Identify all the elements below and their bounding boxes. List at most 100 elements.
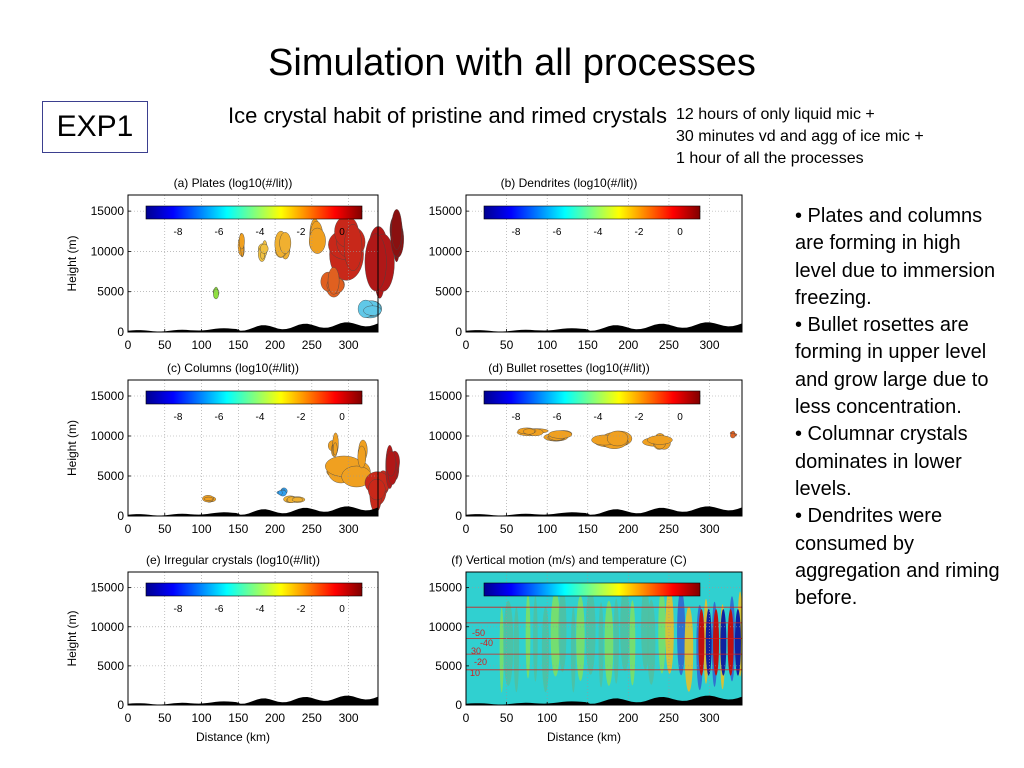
x-axis-label: Distance (km) (547, 730, 621, 744)
motion-streak (533, 596, 538, 682)
x-tick-label: 100 (192, 522, 212, 536)
colorbar-tick: -4 (256, 604, 265, 615)
terrain (128, 506, 378, 516)
x-tick-label: 150 (578, 522, 598, 536)
y-tick-label: 15000 (91, 581, 125, 595)
y-tick-label: 5000 (97, 469, 124, 483)
motion-streak (613, 598, 619, 684)
y-axis-label: Height (m) (65, 420, 79, 476)
x-tick-label: 150 (228, 522, 248, 536)
x-tick-label: 0 (463, 338, 470, 352)
terrain (466, 695, 742, 705)
motion-streak (499, 607, 504, 693)
motion-streak (585, 589, 596, 675)
panel-title: (c) Columns (log10(#/lit)) (167, 361, 299, 375)
concentration-blob (368, 478, 386, 501)
x-tick-label: 50 (158, 522, 172, 536)
x-tick-label: 200 (265, 522, 285, 536)
y-axis-label: Height (m) (65, 610, 79, 666)
x-tick-label: 50 (158, 711, 172, 725)
colorbar-tick: -4 (594, 412, 603, 423)
concentration-blob (332, 442, 338, 456)
x-tick-label: 150 (578, 338, 598, 352)
motion-core (734, 609, 741, 676)
colorbar-tick: -4 (256, 227, 265, 238)
plot-frame (465, 379, 743, 517)
x-axis-label: Distance (km) (196, 730, 270, 744)
colorbar-tick: -6 (215, 412, 224, 423)
motion-streak (665, 588, 674, 674)
plot-frame (127, 194, 379, 333)
concentration-blob (363, 305, 382, 316)
x-tick-label: 200 (618, 338, 638, 352)
x-tick-label: 0 (125, 522, 132, 536)
x-tick-label: 50 (500, 711, 514, 725)
colorbar-tick: 0 (677, 227, 683, 238)
colorbar-tick: -4 (256, 412, 265, 423)
colorbar-tick: -2 (297, 604, 306, 615)
colorbar (483, 582, 701, 597)
y-tick-label: 5000 (435, 469, 462, 483)
x-tick-label: 250 (302, 522, 322, 536)
colorbar (483, 205, 701, 220)
motion-core (727, 609, 734, 676)
y-tick-label: 15000 (429, 204, 463, 218)
colorbar-tick: -4 (594, 227, 603, 238)
x-tick-label: 0 (125, 338, 132, 352)
x-tick-label: 50 (500, 522, 514, 536)
concentration-blob (523, 428, 535, 435)
motion-streak (647, 599, 656, 685)
colorbar (145, 390, 363, 405)
concentration-blob (730, 432, 736, 439)
concentration-blob (213, 288, 219, 300)
motion-streak (513, 607, 520, 693)
x-tick-label: 300 (339, 522, 359, 536)
y-axis-label: Height (m) (65, 235, 79, 291)
concentration-blob (279, 232, 292, 254)
motion-streak (604, 600, 614, 686)
note-line: 30 minutes vd and agg of ice mic + (676, 128, 924, 145)
x-tick-label: 250 (659, 522, 679, 536)
x-tick-label: 0 (125, 711, 132, 725)
motion-streak (620, 586, 630, 672)
concentration-blob (259, 243, 269, 254)
colorbar-tick: -6 (553, 412, 562, 423)
motion-streak (558, 586, 567, 673)
note-line: 12 hours of only liquid mic + (676, 106, 875, 123)
concentration-blob (327, 267, 340, 295)
plot-frame (465, 571, 743, 706)
colorbar-tick: -6 (215, 227, 224, 238)
experiment-note: 12 hours of only liquid mic + 30 minutes… (676, 104, 1021, 170)
x-tick-label: 300 (339, 711, 359, 725)
panel-title: (d) Bullet rosettes (log10(#/lit)) (488, 361, 649, 375)
concentration-blob (385, 450, 397, 477)
motion-core (705, 609, 712, 676)
panel-title: (b) Dendrites (log10(#/lit)) (501, 176, 638, 190)
concentration-blob (203, 496, 214, 501)
colorbar-tick: 0 (677, 412, 683, 423)
x-tick-label: 50 (500, 338, 514, 352)
x-tick-label: 200 (618, 711, 638, 725)
x-tick-label: 300 (700, 338, 720, 352)
y-tick-label: 10000 (429, 244, 463, 258)
motion-streak (550, 591, 561, 677)
motion-streak (598, 602, 604, 688)
concentration-blob (548, 430, 573, 439)
concentration-blob (308, 227, 326, 254)
temperature-label: 10 (470, 668, 480, 678)
motion-streak (570, 607, 576, 693)
x-tick-label: 250 (302, 711, 322, 725)
bullet-list: • Plates and columns are forming in high… (795, 203, 1000, 612)
x-tick-label: 250 (659, 338, 679, 352)
note-line: 1 hour of all the processes (676, 150, 864, 167)
y-tick-label: 15000 (91, 204, 125, 218)
x-tick-label: 150 (228, 338, 248, 352)
x-tick-label: 100 (537, 522, 557, 536)
motion-streak (684, 606, 694, 692)
y-tick-label: 10000 (429, 620, 463, 634)
motion-streak (503, 600, 514, 686)
y-tick-label: 10000 (91, 244, 125, 258)
x-tick-label: 200 (265, 338, 285, 352)
x-tick-label: 100 (192, 711, 212, 725)
